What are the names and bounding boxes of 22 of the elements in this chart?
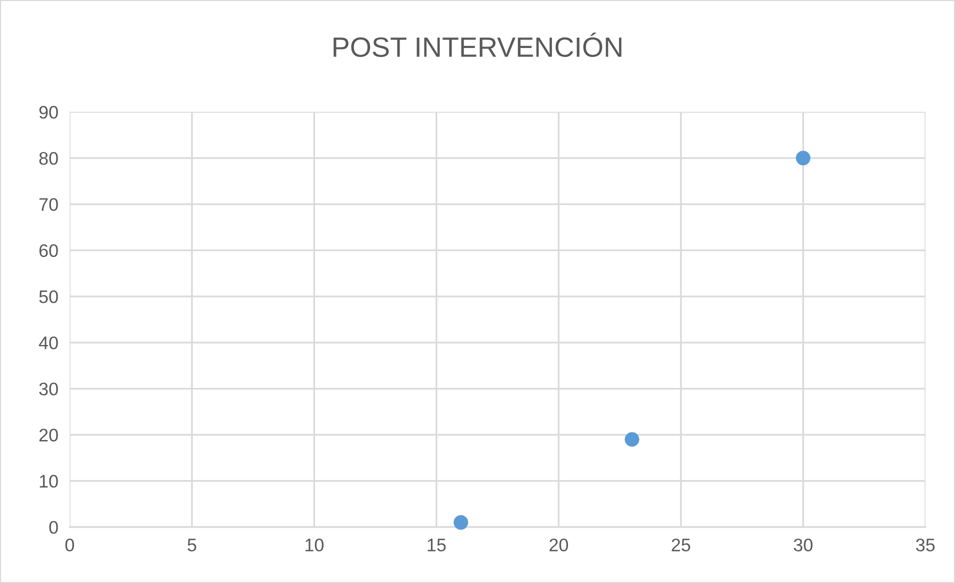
x-tick-label: 25 — [672, 538, 690, 552]
y-tick-label: 10 — [40, 474, 58, 488]
x-tick-label: 20 — [550, 538, 568, 552]
x-tick-label: 10 — [306, 538, 324, 552]
point — [454, 515, 468, 530]
point — [796, 150, 810, 166]
x-tick-label: 35 — [916, 538, 935, 552]
x-tick-label: 15 — [428, 538, 446, 552]
y-tick-label: 80 — [39, 152, 58, 165]
y-tick-label: 40 — [38, 336, 58, 350]
y-tick-label: 20 — [39, 428, 58, 442]
x-tick-label: 5 — [188, 538, 196, 552]
y-tick-label: 90 — [39, 106, 58, 119]
y-tick-label: 50 — [39, 290, 58, 304]
y-tick-label: 0 — [49, 520, 58, 534]
y-tick-label: 70 — [39, 198, 58, 211]
x-tick-label: 0 — [65, 538, 74, 552]
x-tick-label: 30 — [794, 538, 812, 552]
y-tick-label: 60 — [39, 244, 58, 258]
y-tick-label: 30 — [39, 382, 58, 396]
chart-title: POST INTERVENCIÓN — [334, 32, 622, 58]
point — [624, 432, 640, 447]
